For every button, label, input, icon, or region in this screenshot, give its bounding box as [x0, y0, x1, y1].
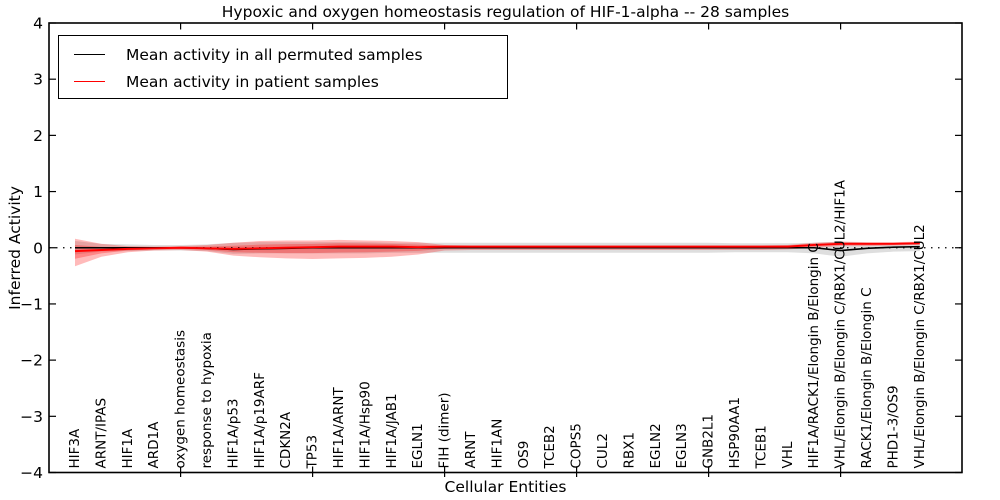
x-category-label: CDKN2A — [278, 411, 294, 468]
x-category-label: EGLN1 — [410, 423, 426, 468]
x-category-label: PHD1-3/OS9 — [885, 385, 901, 468]
x-category-label: RACK1/Elongin B/Elongin C — [859, 287, 875, 468]
x-axis-label: Cellular Entities — [444, 478, 567, 496]
permuted-samples-range-band — [75, 241, 920, 257]
x-category-label: ARNT/IPAS — [93, 398, 109, 469]
x-category-label: RBX1 — [621, 432, 637, 468]
x-category-label: VHL/Elongin B/Elongin C/RBX1/CUL2/HIF1A — [833, 179, 849, 468]
legend-line-permuted-icon — [74, 54, 105, 55]
legend-entry-permuted: Mean activity in all permuted samples — [74, 41, 507, 68]
y-tick-label: −4 — [20, 464, 43, 482]
y-axis-label: Inferred Activity — [6, 186, 24, 310]
y-tick-label: 2 — [33, 127, 43, 145]
x-category-label: EGLN2 — [648, 423, 664, 468]
axes-frame — [48, 22, 963, 474]
y-tick-label: 4 — [33, 15, 43, 33]
y-tick-label: −1 — [20, 295, 43, 313]
x-category-label: TP53 — [305, 435, 321, 470]
x-category-label: OS9 — [516, 441, 532, 469]
x-category-label: VHL/Elongin B/Elongin C/RBX1/CUL2 — [912, 224, 928, 468]
legend-entry-patient: Mean activity in patient samples — [74, 68, 507, 95]
x-category-label: HIF1A/p53 — [225, 398, 241, 468]
x-category-label: HIF1AN — [489, 419, 505, 469]
x-category-label: HIF1A/RACK1/Elongin B/Elongin C — [806, 243, 822, 468]
y-tick-label: 0 — [33, 239, 43, 257]
x-category-label: ARD1A — [146, 421, 162, 469]
legend-label-patient: Mean activity in patient samples — [126, 72, 379, 91]
legend: Mean activity in all permuted samples Me… — [58, 35, 508, 99]
x-category-label: FIH (dimer) — [437, 392, 453, 468]
x-category-label: HSP90AA1 — [727, 397, 743, 468]
x-category-label: HIF1A/p19ARF — [252, 372, 268, 468]
y-tick-label: −2 — [20, 352, 43, 370]
x-category-label: GNB2L1 — [701, 414, 717, 469]
x-category-label: HIF1A/JAB1 — [384, 393, 400, 468]
x-category-label: HIF1A/ARNT — [331, 387, 347, 469]
chart-title: Hypoxic and oxygen homeostasis regulatio… — [221, 3, 790, 21]
x-category-label: response to hypoxia — [199, 332, 215, 468]
y-tick-label: 1 — [33, 183, 43, 201]
x-category-label: TCEB1 — [753, 425, 769, 469]
x-category-label: HIF3A — [67, 428, 83, 468]
x-category-label: COPS5 — [569, 423, 585, 468]
x-category-label: HIF1A/Hsp90 — [357, 381, 373, 468]
legend-label-permuted: Mean activity in all permuted samples — [126, 45, 423, 64]
patient-mean-line — [74, 242, 920, 253]
x-category-label: CUL2 — [595, 433, 611, 468]
legend-line-patient-icon — [74, 81, 105, 82]
x-category-label: TCEB2 — [542, 425, 558, 469]
x-category-label: ARNT — [463, 431, 479, 469]
x-category-label: HIF1A — [120, 428, 136, 468]
x-category-label: EGLN3 — [674, 423, 690, 468]
patient-samples-range-band — [75, 238, 920, 267]
x-category-label: oxygen homeostasis — [173, 330, 189, 469]
x-category-label: VHL — [780, 441, 796, 468]
y-tick-label: −3 — [20, 408, 43, 426]
y-tick-label: 3 — [33, 71, 43, 89]
